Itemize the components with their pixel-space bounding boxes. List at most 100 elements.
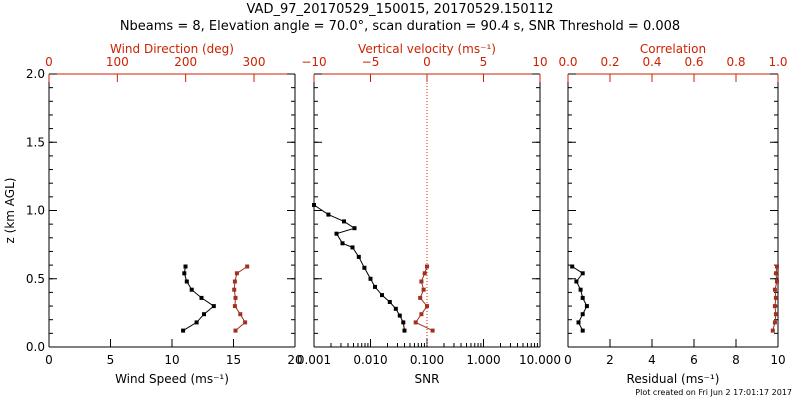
data-point-wind-0 [199,295,204,300]
data-point-snr-0 [362,265,367,270]
data-point-snr-1 [413,320,418,325]
data-point-residual-1 [773,295,778,300]
data-point-snr-0 [356,254,361,259]
y-tick-label: 0.0 [26,340,45,354]
data-point-snr-0 [397,313,402,318]
x-tick-label-top: 300 [243,55,266,69]
data-point-snr-1 [419,312,424,317]
x-tick-label-top: 10 [532,55,547,69]
x-tick-label-bottom: 15 [226,353,241,367]
x-tick-label-top: 0.2 [600,55,619,69]
data-point-residual-1 [772,320,777,325]
data-point-wind-1 [232,279,237,284]
panel-wind [48,73,296,348]
data-point-wind-1 [245,264,250,269]
data-point-wind-1 [233,295,238,300]
data-point-snr-0 [352,226,357,231]
data-point-snr-0 [380,293,384,298]
x-tick-label-top: 0.6 [684,55,703,69]
chart-subtitle: Nbeams = 8, Elevation angle = 70.0°, sca… [119,19,681,34]
x-tick-label-bottom: 0.001 [297,353,331,367]
data-point-wind-0 [184,279,189,284]
data-point-residual-1 [772,287,777,292]
x-tick-label-bottom: 0 [564,353,572,367]
y-tick-label: 1.0 [26,204,45,218]
x-tick-label-top: 100 [106,55,129,69]
data-point-snr-0 [373,284,377,289]
data-point-residual-1 [770,328,775,333]
x-axis-label-top: Vertical velocity (ms⁻¹) [358,42,496,56]
x-tick-label-top: 5 [480,55,488,69]
data-point-residual-0 [580,328,585,333]
x-tick-label-top: 0.4 [642,55,661,69]
data-point-wind-0 [202,312,206,317]
x-tick-label-bottom: 10 [770,353,785,367]
data-point-snr-0 [393,306,398,311]
x-tick-label-top: 1.0 [768,55,787,69]
data-point-snr-0 [342,219,346,224]
x-tick-label-top: 0.8 [726,55,745,69]
data-point-wind-1 [243,320,248,325]
x-tick-label-bottom: 10 [164,353,179,367]
data-point-snr-0 [350,245,355,250]
data-point-residual-0 [580,271,585,276]
x-axis-label-bottom: Wind Speed (ms⁻¹) [115,372,229,386]
data-point-wind-0 [189,287,194,292]
x-tick-label-bottom: 0 [45,353,53,367]
y-axis-label: z (km AGL) [3,178,17,244]
x-tick-label-bottom: 6 [690,353,698,367]
data-point-residual-1 [775,264,779,269]
x-tick-label-bottom: 4 [648,353,656,367]
data-point-residual-1 [773,312,778,317]
data-point-snr-0 [401,320,406,325]
data-point-residual-1 [772,304,777,309]
x-tick-label-top: 200 [174,55,197,69]
data-point-residual-0 [580,312,585,317]
series-line-snr-0 [313,204,405,331]
data-point-snr-1 [430,328,435,333]
data-point-snr-1 [421,287,426,292]
data-point-residual-0 [576,320,581,325]
data-point-snr-0 [387,300,392,304]
data-point-wind-0 [182,271,187,276]
chart-title: VAD_97_20170529_150015, 20170529.150112 [246,2,554,17]
x-tick-label-top: 0 [423,55,431,69]
x-axis-label-top: Correlation [640,42,706,56]
data-point-wind-1 [238,312,243,317]
data-point-snr-1 [418,295,423,300]
x-tick-label-top: −5 [362,55,380,69]
data-point-snr-1 [422,271,427,276]
data-point-residual-1 [775,279,779,284]
x-tick-label-bottom: 0.100 [410,353,444,367]
panel-snr [312,73,541,348]
x-axis-label-bottom: SNR [415,372,440,386]
data-point-residual-1 [773,271,778,276]
y-tick-label: 1.5 [26,135,45,149]
data-point-snr-1 [425,264,429,269]
data-point-wind-1 [233,328,238,333]
x-tick-label-bottom: 1.000 [466,353,500,367]
data-point-snr-1 [425,304,429,309]
data-point-residual-0 [574,279,579,284]
data-point-snr-0 [326,212,331,217]
y-tick-label: 0.5 [26,272,45,286]
x-tick-label-top: −10 [301,55,326,69]
data-point-wind-0 [211,304,216,309]
x-tick-label-bottom: 20 [287,353,302,367]
data-point-snr-0 [402,328,407,333]
data-point-snr-0 [312,203,316,207]
x-tick-label-bottom: 2 [606,353,614,367]
data-point-wind-1 [232,304,237,309]
data-point-wind-1 [232,287,237,292]
data-point-wind-0 [183,264,188,269]
data-point-wind-0 [194,320,199,325]
data-point-wind-0 [181,328,186,333]
x-tick-label-bottom: 10.000 [519,353,561,367]
x-axis-label-top: Wind Direction (deg) [110,42,234,56]
data-point-residual-0 [584,304,589,309]
x-tick-label-bottom: 5 [107,353,115,367]
data-point-snr-0 [334,231,339,236]
data-point-snr-1 [419,279,424,284]
panel-residual [567,73,779,348]
